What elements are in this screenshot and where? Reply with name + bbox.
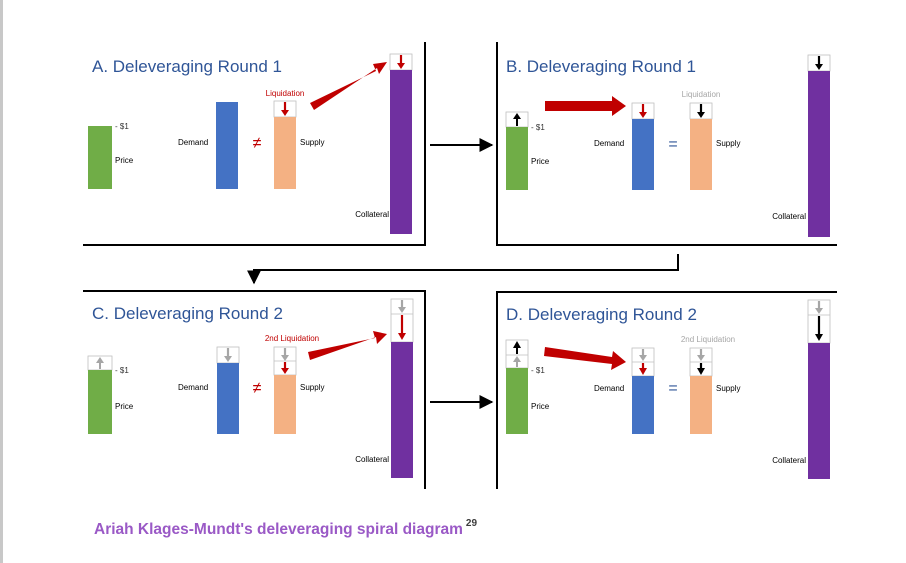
price-bar (88, 370, 112, 434)
collateral-bar (808, 71, 830, 237)
panel-b: B. Deleveraging Round 1 - $1 Price Deman… (496, 42, 837, 246)
demand-label: Demand (594, 139, 624, 148)
supply-down-arrowhead (697, 368, 705, 375)
demand-down-arrowhead (639, 112, 647, 118)
supply-down-arrowhead (281, 368, 289, 374)
panel-d-title: D. Deleveraging Round 2 (506, 305, 697, 324)
panel-a-border (83, 42, 426, 246)
supply-down-arrowhead-faded (697, 355, 705, 361)
price-bar (506, 127, 528, 190)
panel-a: A. Deleveraging Round 1 - $1 Price Deman… (83, 42, 426, 246)
demand-down-arrowhead (639, 368, 647, 375)
supply-down-arrowhead-faded (281, 355, 289, 361)
demand-label: Demand (178, 383, 208, 392)
demand-bar (216, 102, 238, 189)
panel-b-title: B. Deleveraging Round 1 (506, 57, 696, 76)
demand-label: Demand (594, 384, 624, 393)
price-label: Price (531, 402, 550, 411)
page-left-edge (0, 0, 3, 563)
panel-c-border (83, 290, 426, 489)
demand-bar (632, 119, 654, 190)
demand-flow-arrow-icon (544, 347, 626, 370)
caption-text: Ariah Klages-Mundt's deleveraging spiral… (94, 521, 463, 539)
supply-down-arrowhead (697, 112, 705, 118)
demand-label: Demand (178, 138, 208, 147)
panel-a-title: A. Deleveraging Round 1 (92, 57, 282, 76)
liquidation-flow-arrow-icon (310, 62, 387, 110)
supply-down-arrowhead (281, 110, 289, 116)
collateral-label: Collateral (355, 455, 389, 464)
collateral-down-arrowhead (397, 63, 405, 69)
supply-bar (690, 376, 712, 434)
supply-bar (274, 117, 296, 189)
caption-footnote: 29 (465, 518, 478, 529)
demand-bar (217, 363, 239, 434)
collateral-down-arrowhead-faded (398, 307, 406, 313)
figure-caption: Ariah Klages-Mundt's deleveraging spiral… (94, 518, 478, 539)
collateral-bar (391, 342, 413, 478)
price-bar (88, 126, 112, 189)
price-up-arrowhead (513, 113, 521, 119)
collateral-down-arrowhead (398, 333, 406, 340)
demand-bar (632, 376, 654, 434)
collateral-label: Collateral (772, 456, 806, 465)
supply-label: Supply (716, 139, 740, 148)
collateral-down-arrowhead (815, 64, 823, 70)
liquidation-label: 2nd Liquidation (265, 334, 319, 343)
demand-down-arrowhead (224, 356, 232, 362)
supply-label: Supply (716, 384, 740, 393)
deleveraging-spiral-diagram: A. Deleveraging Round 1 - $1 Price Deman… (83, 42, 837, 489)
relation-symbol: ≠ (253, 380, 262, 397)
supply-label: Supply (300, 383, 324, 392)
price-up-arrowhead (96, 357, 104, 363)
collateral-label: Collateral (355, 210, 389, 219)
relation-symbol: = (668, 136, 677, 153)
collateral-down-arrowhead (815, 334, 823, 341)
panel-d: D. Deleveraging Round 2 - $1 Price Deman… (496, 291, 837, 489)
price-label: Price (115, 402, 134, 411)
price-marker: - $1 (531, 366, 545, 375)
liquidation-label: 2nd Liquidation (681, 335, 735, 344)
panel-b-border (496, 42, 837, 246)
price-up-arrowhead-faded (513, 356, 521, 362)
collateral-down-arrowhead-faded (815, 308, 823, 314)
demand-down-arrowhead-faded (639, 355, 647, 361)
price-marker: - $1 (115, 122, 129, 131)
price-label: Price (531, 157, 550, 166)
price-marker: - $1 (531, 123, 545, 132)
supply-bar (690, 119, 712, 190)
liquidation-flow-arrow-icon (308, 331, 387, 360)
relation-symbol: ≠ (253, 135, 262, 152)
price-up-arrowhead (513, 341, 521, 348)
relation-symbol: = (668, 380, 677, 397)
panel-d-border (496, 291, 837, 489)
price-marker: - $1 (115, 366, 129, 375)
panel-c: C. Deleveraging Round 2 - $1 Price Deman… (83, 290, 426, 489)
demand-flow-arrow-icon (545, 96, 626, 116)
arrow-b-to-c-icon (247, 254, 679, 285)
liquidation-label: Liquidation (266, 89, 305, 98)
price-label: Price (115, 156, 134, 165)
collateral-bar (808, 343, 830, 479)
supply-label: Supply (300, 138, 324, 147)
supply-bar (274, 375, 296, 434)
price-bar (506, 368, 528, 434)
liquidation-label: Liquidation (682, 90, 721, 99)
panel-c-title: C. Deleveraging Round 2 (92, 304, 283, 323)
collateral-bar (390, 70, 412, 234)
collateral-label: Collateral (772, 212, 806, 221)
